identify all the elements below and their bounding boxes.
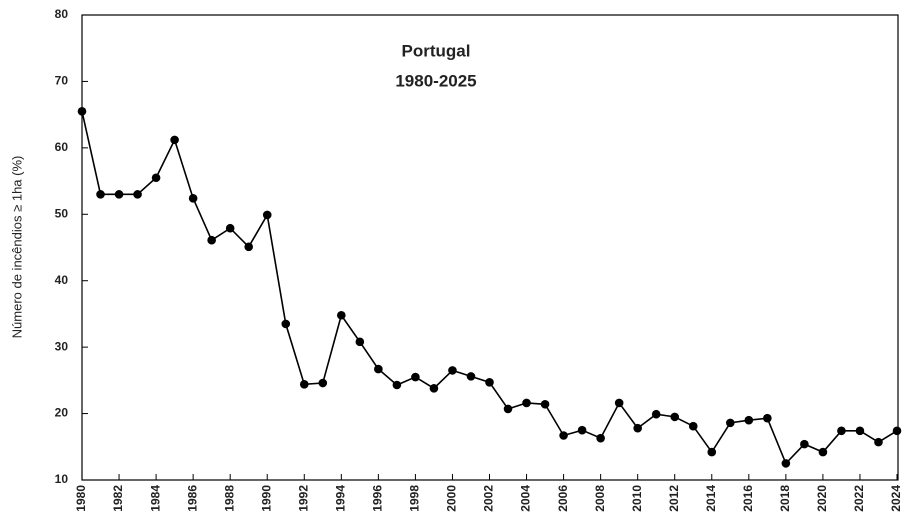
data-point	[651, 409, 661, 419]
y-tick-label: 80	[55, 7, 69, 21]
data-point	[392, 380, 402, 390]
x-tick-label: 2002	[482, 485, 496, 512]
data-point	[577, 425, 587, 435]
data-line	[81, 111, 898, 465]
data-point	[114, 190, 124, 199]
data-point	[855, 426, 865, 436]
data-point	[337, 310, 346, 320]
data-point	[688, 421, 698, 431]
x-tick-label: 1980	[74, 485, 88, 512]
data-point	[151, 173, 161, 183]
x-tick-label: 1996	[371, 485, 385, 512]
data-point	[781, 459, 791, 468]
data-point	[429, 384, 439, 393]
data-point	[596, 433, 605, 443]
data-point	[207, 235, 216, 245]
data-point	[540, 399, 550, 409]
data-point	[874, 437, 883, 447]
data-point	[188, 194, 198, 203]
data-point	[170, 135, 179, 145]
data-point	[225, 223, 235, 233]
y-tick-label: 30	[55, 339, 69, 353]
data-point	[262, 210, 272, 220]
chart-subtitle: 1980-2025	[395, 71, 476, 90]
x-tick-label: 2012	[667, 485, 681, 512]
data-point	[707, 447, 717, 457]
data-point	[818, 447, 828, 457]
data-point	[77, 107, 87, 116]
data-point	[411, 372, 420, 382]
x-tick-label: 2000	[445, 485, 459, 512]
x-tick-label: 2014	[704, 485, 718, 512]
y-tick-label: 60	[55, 140, 69, 154]
x-tick-label: 2018	[778, 485, 792, 512]
x-tick-label: 1998	[408, 485, 422, 512]
data-point	[837, 426, 846, 436]
data-point	[763, 413, 772, 423]
y-tick-label: 50	[55, 206, 69, 220]
y-tick-label: 70	[55, 74, 69, 88]
y-axis-label: Número de incêndios ≥ 1ha (%)	[9, 156, 24, 339]
data-point	[559, 431, 568, 440]
y-tick-label: 40	[55, 273, 69, 287]
x-tick-label: 2006	[556, 485, 570, 512]
data-point	[299, 380, 309, 389]
data-point	[281, 319, 291, 329]
x-tick-label: 2016	[741, 485, 755, 512]
x-tick-label: 1984	[148, 485, 162, 512]
x-tick-label: 2020	[815, 485, 829, 512]
x-tick-label: 2024	[889, 485, 902, 512]
data-point	[133, 190, 142, 199]
data-point	[448, 366, 457, 375]
y-tick-label: 10	[55, 472, 69, 486]
data-point	[892, 426, 902, 436]
data-point	[96, 190, 105, 199]
chart-title: Portugal	[402, 41, 471, 60]
x-tick-label: 1990	[259, 485, 273, 512]
x-tick-label: 1986	[185, 485, 199, 512]
x-tick-label: 1994	[333, 485, 347, 512]
data-point	[355, 337, 365, 347]
data-point	[522, 398, 531, 408]
data-point	[670, 412, 680, 422]
x-tick-label: 1982	[111, 485, 125, 512]
data-point	[744, 415, 754, 425]
plot-frame	[81, 14, 899, 481]
data-point	[244, 242, 254, 252]
x-tick-label: 1988	[222, 485, 236, 512]
data-point	[466, 372, 476, 381]
x-tick-label: 2022	[852, 485, 866, 512]
x-tick-label: 2010	[630, 485, 644, 512]
x-tick-label: 2008	[593, 485, 607, 512]
data-point	[725, 418, 735, 428]
data-point	[503, 404, 513, 414]
y-tick-label: 20	[55, 406, 69, 420]
data-point	[614, 398, 624, 408]
data-point	[800, 439, 809, 449]
data-point	[318, 378, 328, 388]
data-point	[633, 423, 642, 433]
data-point	[374, 364, 383, 374]
x-tick-label: 1992	[296, 485, 310, 512]
data-point	[485, 378, 494, 387]
x-tick-label: 2004	[519, 485, 533, 512]
